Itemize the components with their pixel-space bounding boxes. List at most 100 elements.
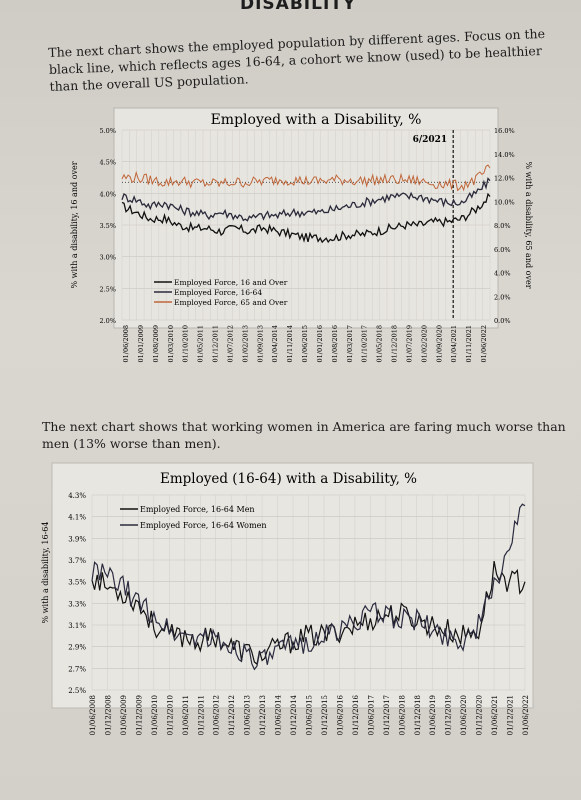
- chart2-ytick: 4.1%: [68, 514, 86, 522]
- chart2-series-line: [91, 503, 526, 671]
- chart1-y2tick: 14.0%: [494, 151, 515, 159]
- chart1-ytick: 4.5%: [99, 159, 116, 167]
- chart1-ytick: 3.5%: [99, 222, 116, 230]
- chart2-xtick: 01/06/2019: [429, 695, 437, 735]
- chart2-legend-label: Employed Force, 16-64 Men: [140, 505, 255, 514]
- chart1-legend-label: Employed Force, 65 and Over: [174, 298, 288, 307]
- chart2-xtick: 01/12/2014: [290, 694, 298, 735]
- chart2-xtick: 01/06/2011: [182, 695, 190, 735]
- chart1-ytick: 5.0%: [99, 127, 116, 135]
- chart1-series-line: [121, 192, 491, 244]
- chart2-legend-label: Employed Force, 16-64 Women: [140, 521, 266, 530]
- chart2-xtick: 01/06/2009: [120, 695, 128, 735]
- chart1-xtick: 01/10/2010: [182, 325, 190, 362]
- chart2-xtick: 01/12/2018: [414, 695, 422, 735]
- chart2-xtick: 01/12/2016: [352, 694, 360, 735]
- chart1-xtick: 01/10/2017: [361, 325, 369, 362]
- chart2-ytick: 3.7%: [68, 557, 86, 565]
- chart1-title: Employed with a Disability, %: [211, 112, 422, 128]
- chart2-xtick: 01/12/2010: [166, 695, 174, 735]
- chart2-frame: [51, 462, 534, 709]
- chart2-xtick: 01/12/2020: [476, 695, 484, 735]
- chart2-ytick: 3.5%: [68, 579, 86, 587]
- chart1-xtick: 01/08/2009: [152, 325, 160, 362]
- chart1-xtick: 01/05/2011: [197, 325, 205, 362]
- chart1-ytick: 2.5%: [99, 285, 116, 293]
- chart2-xtick: 01/06/2014: [275, 694, 283, 735]
- chart1-xtick: 01/09/2013: [256, 325, 264, 362]
- chart2-series-line: [91, 560, 526, 666]
- chart2-xtick: 01/12/2017: [383, 695, 391, 735]
- chart1-y2tick: 0.0%: [494, 317, 511, 325]
- chart1-y2tick: 8.0%: [494, 222, 511, 230]
- chart2-xtick: 01/06/2018: [398, 695, 406, 735]
- chart1-ylabel: % with a disability, 16 and over: [70, 161, 79, 288]
- chart2-xtick: 01/06/2017: [367, 695, 375, 735]
- chart2-xtick: 01/06/2020: [460, 695, 468, 735]
- chart2-xtick: 01/12/2009: [135, 695, 143, 735]
- chart1-xtick: 01/09/2020: [435, 325, 443, 362]
- chart2-xtick: 01/12/2015: [321, 695, 329, 735]
- chart1-xtick: 01/01/2016: [316, 325, 324, 362]
- chart2-ytick: 4.3%: [68, 492, 86, 500]
- chart2-xtick: 01/06/2016: [336, 694, 344, 735]
- chart2-xtick: 01/06/2022: [522, 695, 530, 735]
- chart1-xtick: 01/11/2014: [286, 325, 294, 362]
- chart2-xtick: 01/12/2012: [228, 695, 236, 735]
- section-header: DISABILITY: [240, 0, 357, 14]
- chart2-xtick: 01/12/2008: [104, 695, 112, 735]
- chart2-ylabel: % with a disability, 16-64: [41, 522, 50, 624]
- chart-employed-16-64-gender: Employed (16-64) with a Disability, % 2.5…: [41, 462, 534, 735]
- chart2-title: Employed (16-64) with a Disability, %: [160, 471, 417, 487]
- chart1-ytick: 4.0%: [99, 190, 116, 198]
- chart1-xtick: 01/06/2022: [480, 325, 488, 362]
- chart2-ytick: 2.7%: [68, 665, 86, 673]
- chart1-xtick: 01/07/2019: [405, 325, 413, 362]
- chart2-xtick: 01/06/2012: [213, 695, 221, 735]
- chart2-xtick: 01/06/2008: [89, 695, 97, 735]
- chart1-legend-label: Employed Force, 16 and Over: [174, 278, 288, 287]
- chart2-xtick: 01/06/2021: [491, 695, 499, 735]
- chart1-xtick: 01/12/2018: [391, 325, 399, 362]
- paragraph-women: The next chart shows that working women …: [42, 419, 566, 451]
- chart2-ytick: 2.5%: [68, 687, 86, 695]
- chart1-y2tick: 12.0%: [494, 175, 515, 183]
- chart1-xtick: 01/03/2010: [167, 325, 175, 362]
- chart1-series-line: [121, 164, 491, 192]
- chart2-xtick: 01/06/2015: [306, 695, 314, 735]
- chart1-xtick: 01/02/2020: [420, 325, 428, 362]
- chart1-xtick: 01/03/2017: [346, 325, 354, 362]
- chart1-annotation: 6/2021: [413, 135, 448, 145]
- chart1-y2label: % with a disability, 65 and over: [524, 161, 533, 288]
- chart2-ytick: 3.1%: [68, 622, 86, 630]
- chart2-xtick: 01/06/2010: [151, 695, 159, 735]
- chart1-xtick: 01/08/2016: [331, 325, 339, 362]
- chart-employed-disability: Employed with a Disability, % 2.0% 2.5% 3.0…: [70, 107, 533, 362]
- chart1-y2tick: 10.0%: [494, 198, 515, 206]
- chart1-xtick: 01/06/2008: [122, 325, 130, 362]
- chart2-ytick: 3.9%: [68, 535, 86, 543]
- chart1-y2tick: 6.0%: [494, 246, 511, 254]
- paragraph-intro: The next chart shows the employed popula…: [48, 25, 546, 94]
- chart1-y2tick: 2.0%: [494, 293, 511, 301]
- chart1-xtick: 01/06/2015: [301, 325, 309, 362]
- chart1-y2tick: 4.0%: [494, 270, 511, 278]
- chart2-xtick: 01/06/2013: [244, 695, 252, 735]
- chart1-series-line: [121, 177, 491, 222]
- chart1-legend-label: Employed Force, 16-64: [174, 288, 262, 297]
- chart1-ytick: 3.0%: [99, 254, 116, 262]
- chart1-xtick: 01/11/2021: [465, 325, 473, 362]
- chart2-xtick: 01/12/2019: [445, 695, 453, 735]
- chart2-ytick: 3.3%: [68, 600, 86, 608]
- chart1-xtick: 01/07/2012: [226, 325, 234, 362]
- chart2-xtick: 01/12/2011: [197, 695, 205, 735]
- chart1-y2tick: 16.0%: [494, 127, 515, 135]
- chart2-xtick: 01/12/2013: [259, 695, 267, 735]
- chart1-xtick: 01/02/2013: [241, 325, 249, 362]
- chart1-xtick: 01/04/2014: [271, 325, 279, 362]
- chart1-xtick: 01/05/2018: [376, 325, 384, 362]
- chart1-ytick: 2.0%: [99, 317, 116, 325]
- chart2-xtick: 01/12/2021: [507, 695, 515, 735]
- chart1-xtick: 01/01/2009: [137, 325, 145, 362]
